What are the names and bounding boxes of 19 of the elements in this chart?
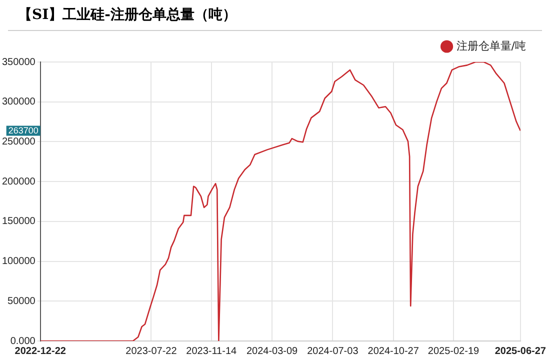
y-tick-label: 350000: [2, 56, 36, 68]
x-tick-label: 2024-03-09: [246, 346, 298, 357]
y-tick-label: 250000: [2, 136, 36, 148]
x-tick-label: 2024-10-27: [368, 346, 420, 357]
y-tick-label: 150000: [2, 216, 36, 228]
text: 263700: [8, 125, 38, 136]
x-tick-label: 2024-07-03: [307, 346, 359, 357]
y-tick-label: 200000: [2, 176, 36, 188]
y-tick-label: 100000: [2, 256, 36, 268]
y-tick-label: 300000: [2, 96, 36, 108]
y-tick-label: 50000: [8, 296, 36, 307]
legend-label: 注册仓单量/吨: [456, 39, 526, 52]
y-tick-label: 0.000: [10, 336, 36, 347]
x-tick-label: 2022-12-22: [14, 346, 66, 357]
x-tick-label: 2023-07-22: [126, 346, 178, 357]
x-tick-label: 2023-11-14: [186, 346, 238, 357]
chart-title: 【SI】工业硅-注册仓单总量（吨）: [8, 0, 542, 31]
x-tick-label: 2025-02-19: [428, 346, 480, 357]
x-tick-label: 2025-06-27: [494, 346, 546, 357]
